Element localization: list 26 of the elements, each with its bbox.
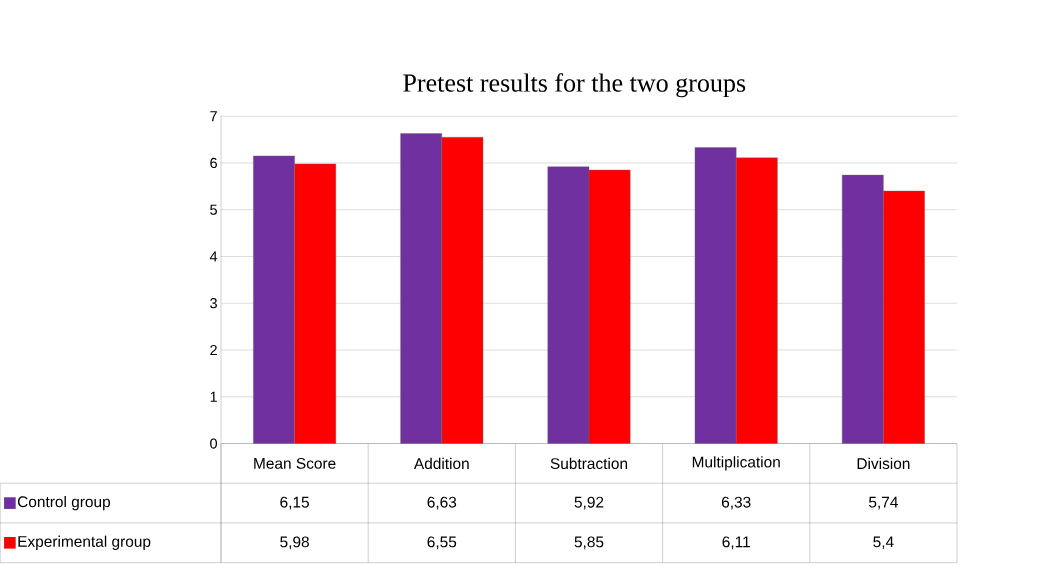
- data-label: 5,85: [574, 536, 604, 550]
- data-label: 5,98: [280, 536, 309, 550]
- chart-title: Pretest results for the two groups: [403, 73, 746, 98]
- y-tick-label: 3: [210, 298, 217, 309]
- data-label: 5,92: [574, 496, 604, 510]
- data-label: 6,63: [427, 496, 457, 510]
- data-label: 6,55: [427, 536, 457, 550]
- y-tick-label: 1: [210, 391, 217, 402]
- y-tick-label: 0: [210, 438, 218, 449]
- y-tick-label: 6: [210, 157, 217, 168]
- x-tick-label: Mean Score: [254, 457, 336, 469]
- y-tick-label: 4: [209, 251, 218, 262]
- data-label: 5,4: [873, 536, 894, 549]
- y-tick-label: 2: [210, 344, 217, 355]
- x-tick-label: Multiplication: [692, 456, 780, 471]
- data-label: 6,33: [721, 496, 751, 510]
- data-label: 6,11: [722, 536, 750, 550]
- legend-label: Control group: [17, 495, 111, 511]
- x-tick-label: Addition: [413, 457, 469, 469]
- y-tick-label: 5: [210, 204, 217, 215]
- data-label: 6,15: [280, 496, 309, 510]
- data-label: 5,74: [869, 496, 898, 510]
- x-tick-label: Division: [857, 457, 910, 469]
- legend-label: Experimental group: [18, 535, 151, 550]
- x-tick-label: Subtraction: [550, 457, 628, 469]
- y-tick-label: 7: [210, 111, 217, 122]
